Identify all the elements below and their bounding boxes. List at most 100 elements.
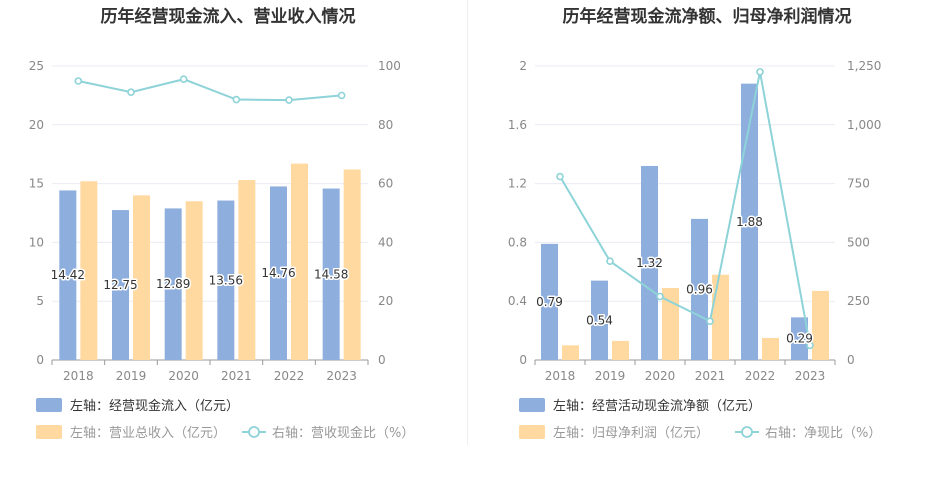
bar-series2 <box>80 181 98 360</box>
bar-value-label: 14.58 <box>314 267 348 281</box>
x-tick-label: 2022 <box>745 369 776 383</box>
right-tick-label: 80 <box>378 118 393 132</box>
bar-series1 <box>217 200 235 360</box>
netcashflow-profit-chart: 历年经营现金流净额、归母净利润情况 0 0 0.4 250 0.8 500 1.2 750 1.6… <box>508 6 881 441</box>
x-tick-label: 2023 <box>326 369 357 383</box>
bar-series1 <box>270 186 287 360</box>
left-tick-label: 0 <box>519 353 527 367</box>
x-tick-label: 2019 <box>116 369 147 383</box>
left-tick-label: 1.2 <box>508 177 527 191</box>
bar-series1 <box>112 210 129 360</box>
x-tick-label: 2018 <box>545 369 576 383</box>
left-tick-label: 0.4 <box>508 294 527 308</box>
bar-series1 <box>741 83 758 360</box>
cashflow-revenue-chart: 历年经营现金流入、营业收入情况 0 0 5 20 10 40 15 60 20 80 25 100 201… <box>29 6 415 441</box>
bar-value-label: 14.76 <box>261 266 295 280</box>
right-tick-label: 0 <box>847 353 855 367</box>
bar-series2 <box>133 195 150 360</box>
line-point <box>706 317 714 325</box>
x-tick-label: 2020 <box>645 369 676 383</box>
bar-value-label: 1.32 <box>636 256 663 270</box>
bar-value-label: 12.89 <box>156 277 190 291</box>
bar-series1 <box>164 208 182 360</box>
left-tick-label: 25 <box>29 59 44 73</box>
right-tick-label: 1,000 <box>847 118 881 132</box>
bar-series2 <box>762 337 779 360</box>
bar-value-label: 0.96 <box>686 282 713 296</box>
left-tick-label: 5 <box>36 294 44 308</box>
right-tick-label: 750 <box>847 177 870 191</box>
line-point <box>656 292 664 301</box>
legend-label-series2: 左轴：归母净利润（亿元） <box>553 426 709 441</box>
x-tick-label: 2021 <box>221 369 252 383</box>
x-tick-label: 2018 <box>63 369 94 383</box>
legend-label-series1: 左轴：经营活动现金流净额（亿元） <box>553 398 761 414</box>
line-series <box>78 78 342 102</box>
panel-divider <box>467 0 468 445</box>
left-tick-label: 10 <box>29 235 44 249</box>
right-tick-label: 100 <box>378 59 401 73</box>
line-point <box>127 88 135 96</box>
right-tick-label: 0 <box>378 353 386 367</box>
right-tick-label: 250 <box>847 294 870 308</box>
bar-series2 <box>712 274 729 360</box>
bar-value-label: 1.88 <box>736 215 763 229</box>
bar-value-label: 0.54 <box>586 313 613 327</box>
line-point <box>337 91 346 100</box>
bar-value-label: 14.42 <box>51 268 85 282</box>
legend-label-line: 右轴：净现比（%） <box>765 426 881 441</box>
legend-swatch-series1 <box>519 398 545 412</box>
bar-value-label: 0.29 <box>786 332 813 346</box>
bar-value-label: 13.56 <box>209 273 243 287</box>
right-tick-label: 1,250 <box>847 59 881 73</box>
legend-label-series1: 左轴：经营现金流入（亿元） <box>70 398 239 414</box>
legend-label-line: 右轴：营收现金比（%） <box>272 425 414 441</box>
legend-label-series2: 左轴：营业总收入（亿元） <box>70 426 226 441</box>
left-tick-label: 15 <box>29 177 44 191</box>
x-tick-label: 2019 <box>595 369 626 383</box>
legend-swatch-series2 <box>519 425 545 439</box>
left-tick-label: 0.8 <box>508 235 527 249</box>
bar-series2 <box>238 180 256 360</box>
right-tick-label: 500 <box>847 235 870 249</box>
bar-series1 <box>59 190 77 360</box>
x-tick-label: 2023 <box>795 369 826 383</box>
left-tick-label: 1.6 <box>508 118 527 132</box>
line-point <box>74 77 83 85</box>
line-series <box>559 71 811 346</box>
bar-series2 <box>812 290 829 360</box>
right-tick-label: 60 <box>378 177 393 191</box>
legend-swatch-series1 <box>36 398 62 412</box>
line-point <box>285 96 293 104</box>
left-tick-label: 0 <box>36 353 44 367</box>
x-tick-label: 2022 <box>274 369 305 383</box>
bar-series1 <box>541 243 558 360</box>
bar-value-label: 0.79 <box>536 295 563 309</box>
line-point <box>179 75 188 84</box>
bar-series2 <box>291 163 308 360</box>
legend-swatch-series2 <box>36 425 62 439</box>
bar-series1 <box>591 280 608 360</box>
line-point <box>756 68 764 76</box>
chart-title: 历年经营现金流入、营业收入情况 <box>101 6 356 27</box>
bar-series2 <box>343 169 361 360</box>
x-tick-label: 2020 <box>168 369 199 383</box>
bar-series1 <box>641 165 658 360</box>
legend-swatch-line-marker <box>741 426 753 438</box>
right-tick-label: 40 <box>378 235 393 249</box>
line-point <box>232 95 241 104</box>
left-tick-label: 20 <box>29 118 44 132</box>
bar-value-label: 12.75 <box>103 278 137 292</box>
bar-series1 <box>322 188 340 360</box>
line-point <box>606 257 614 266</box>
line-point <box>806 341 814 350</box>
left-tick-label: 2 <box>519 59 527 73</box>
chart-title: 历年经营现金流净额、归母净利润情况 <box>563 6 852 27</box>
legend-swatch-line-marker <box>248 426 260 438</box>
x-tick-label: 2021 <box>695 369 726 383</box>
right-tick-label: 20 <box>378 294 393 308</box>
bar-series1 <box>691 218 708 360</box>
bar-series2 <box>662 287 679 360</box>
bar-series2 <box>562 345 579 360</box>
line-point <box>556 172 564 181</box>
